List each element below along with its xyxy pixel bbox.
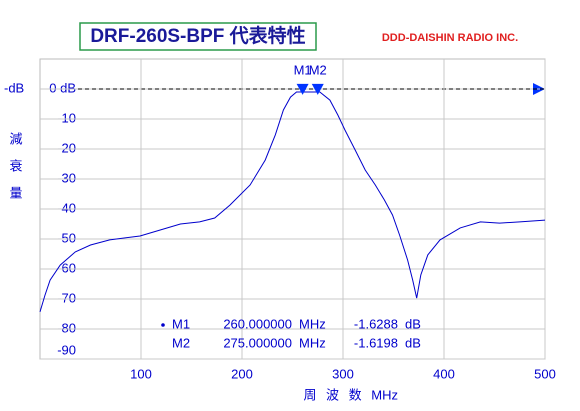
y-tick-label: -60 (57, 260, 76, 275)
x-tick-label: 400 (433, 366, 455, 381)
marker-row-name: M1 (172, 316, 190, 331)
x-tick-label: 500 (534, 366, 556, 381)
y-tick-label: -50 (57, 230, 76, 245)
y-axis-label: 衰 (9, 158, 22, 173)
marker-row-level: -1.6198 (354, 335, 398, 350)
y-tick-label: -40 (57, 200, 76, 215)
x-tick-label: 100 (130, 366, 152, 381)
marker-row-unit: MHz (299, 335, 326, 350)
marker-row-name: M2 (172, 335, 190, 350)
chart-subtitle: DDD-DAISHIN RADIO INC. (382, 32, 518, 44)
y-tick-label: -80 (57, 320, 76, 335)
y-tick-label: 0 dB (49, 80, 76, 95)
y-tick-label: -20 (57, 140, 76, 155)
response-line (39, 91, 546, 313)
y-axis-label: 量 (9, 185, 22, 200)
marker-row-unit: MHz (299, 316, 326, 331)
marker-triangle (296, 83, 309, 95)
y-tick-label: -10 (57, 110, 76, 125)
marker-name: M1 (294, 62, 312, 77)
marker-row-freq: 275.000000 (223, 335, 292, 350)
y-tick-label: -70 (57, 290, 76, 305)
x-axis-label: 周 波 数 MHz (303, 387, 398, 402)
marker-row-level-unit: dB (405, 316, 421, 331)
marker-row-level-unit: dB (405, 335, 421, 350)
chart-title: DRF-260S-BPF 代表特性 (90, 24, 305, 47)
marker-triangle (311, 83, 324, 95)
active-dot (161, 323, 165, 327)
x-tick-label: 200 (231, 366, 253, 381)
y-axis-label: 減 (9, 131, 22, 146)
x-tick-label: 300 (332, 366, 354, 381)
marker-row-level: -1.6288 (354, 316, 398, 331)
y-unit: -dB (4, 80, 24, 95)
y-tick-label: -30 (57, 170, 76, 185)
marker-name: M2 (309, 62, 327, 77)
y-tick-label: -90 (57, 342, 76, 357)
title-box (79, 22, 317, 51)
marker-row-freq: 260.000000 (223, 316, 292, 331)
